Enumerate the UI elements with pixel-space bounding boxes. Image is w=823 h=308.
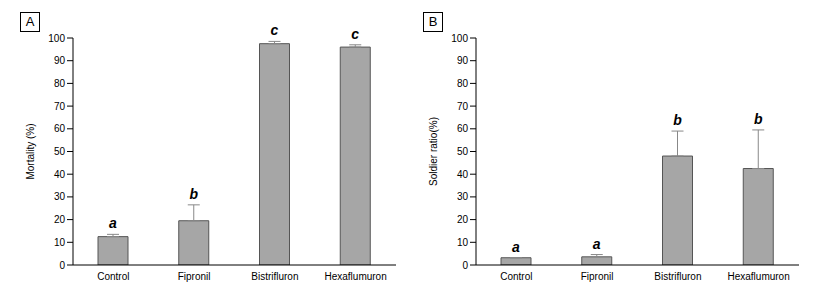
svg-text:90: 90 [457, 55, 469, 66]
svg-text:c: c [271, 22, 279, 38]
svg-text:a: a [109, 215, 117, 231]
svg-text:0: 0 [59, 260, 65, 271]
svg-text:Bistrifluron: Bistrifluron [251, 271, 298, 282]
svg-text:100: 100 [451, 33, 468, 44]
svg-text:a: a [593, 236, 601, 252]
svg-text:70: 70 [457, 101, 469, 112]
svg-text:50: 50 [457, 146, 469, 157]
svg-text:40: 40 [54, 169, 66, 180]
svg-text:b: b [189, 186, 198, 202]
svg-text:90: 90 [54, 55, 66, 66]
svg-text:70: 70 [54, 101, 66, 112]
svg-text:Hexaflumuron: Hexaflumuron [324, 271, 386, 282]
svg-text:80: 80 [54, 78, 66, 89]
svg-text:Soldier ratio(%): Soldier ratio(%) [428, 117, 439, 186]
html-text:A: A [25, 14, 35, 29]
svg-text:Fipronil: Fipronil [581, 271, 614, 282]
svg-text:100: 100 [48, 33, 65, 44]
svg-text:20: 20 [54, 214, 66, 225]
svg-text:30: 30 [54, 191, 66, 202]
svg-text:10: 10 [457, 237, 469, 248]
html-text:B: B [428, 14, 438, 29]
svg-text:40: 40 [457, 169, 469, 180]
svg-text:Control: Control [97, 271, 129, 282]
svg-text:Mortality (%): Mortality (%) [25, 123, 36, 179]
svg-text:60: 60 [457, 123, 469, 134]
svg-text:10: 10 [54, 237, 66, 248]
svg-text:c: c [351, 26, 359, 42]
svg-text:50: 50 [54, 146, 66, 157]
svg-text:Bistrifluron: Bistrifluron [654, 271, 701, 282]
svg-text:Control: Control [500, 271, 532, 282]
svg-text:Fipronil: Fipronil [178, 271, 211, 282]
svg-text:60: 60 [54, 123, 66, 134]
svg-text:a: a [512, 239, 520, 255]
svg-text:30: 30 [457, 191, 469, 202]
svg-text:b: b [673, 112, 682, 128]
svg-text:20: 20 [457, 214, 469, 225]
svg-text:0: 0 [462, 260, 468, 271]
svg-text:Hexaflumuron: Hexaflumuron [727, 271, 789, 282]
svg-text:b: b [754, 111, 763, 127]
svg-text:80: 80 [457, 78, 469, 89]
